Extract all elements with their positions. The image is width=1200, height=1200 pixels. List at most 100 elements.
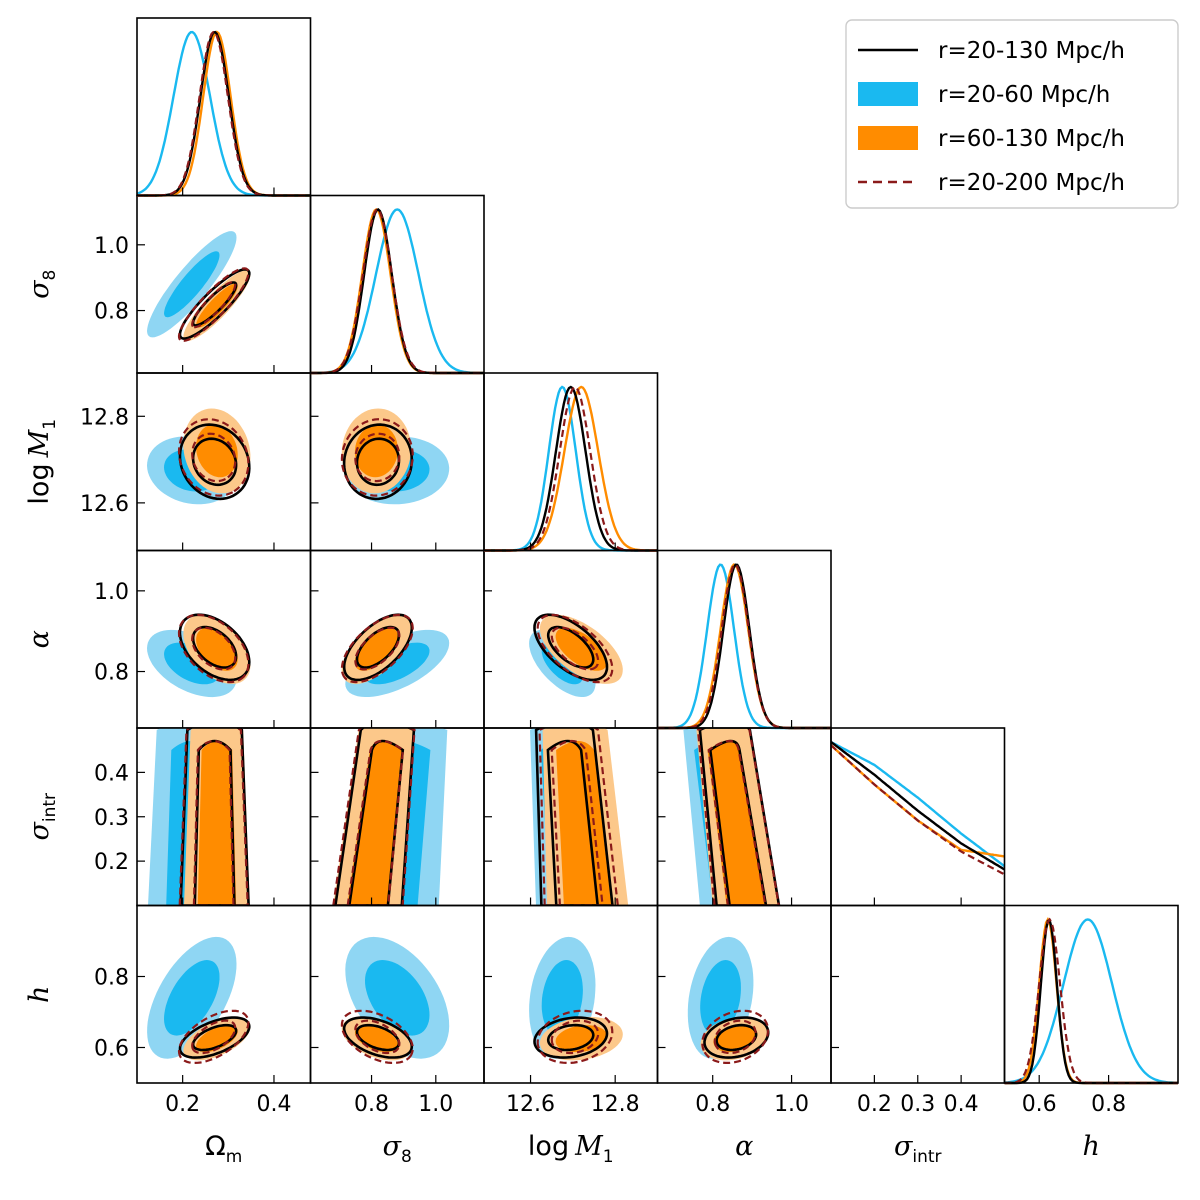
dashed-contour-inner [550,626,600,671]
black-contour-inner [347,739,405,906]
panel-frame [483,372,659,552]
axis-label-h: h [24,986,55,1003]
panel-frame [830,727,1006,907]
panel-frame [656,549,832,729]
y-tick-label: 0.4 [94,761,129,786]
marginal-s8 [309,194,485,375]
blue-contour-inner [365,642,430,685]
panel-frame [830,904,1006,1084]
x-tick-label: 0.6 [1022,1092,1057,1117]
panel-sigintr-vs-h: 0.2 0.3 0.4 [785,904,1006,1117]
x-tick-label: 0.8 [1091,1092,1126,1117]
marginal-curve [1004,918,1178,1084]
marginal-curve [830,740,1006,868]
black-contour-inner [355,625,401,669]
legend-entry: r=20-200 Mpc/h [858,170,1125,196]
contours [332,728,448,906]
x-tick-label: 0.3 [900,1092,935,1117]
dashed-contour-inner [192,739,235,906]
legend-swatch [858,82,918,106]
dashed-contour-outer [177,1009,250,1065]
marginal-h: 0.6 0.8 [1003,904,1179,1117]
dashed-contour-outer [332,728,416,906]
legend-entry: r=60-130 Mpc/h [858,126,1125,152]
contours [340,936,450,1064]
orange-contour-inner [707,741,766,906]
y-tick-label: 0.8 [94,661,129,686]
panel-om-vs-s8: 0.8 1.0 [94,194,312,374]
panel-s8-vs-logM1 [309,372,485,552]
x-tick-label: 0.8 [354,1092,389,1117]
axis-label-om: Ωm [205,1131,242,1167]
dashed-contour-inner [346,739,405,906]
contours [529,613,623,697]
blue-contour-inner [700,960,741,1036]
orange-contour-inner [196,424,238,478]
dashed-contour-inner [354,432,401,483]
marginal-curve [657,563,831,730]
blue-contour-outer [785,937,790,1059]
axis-label-alpha: α [735,1131,753,1162]
dashed-contour-inner [354,1019,401,1055]
orange-contour-outer [785,1017,790,1061]
black-contour-inner [355,1023,401,1052]
orange-contour-inner [713,1025,756,1053]
panel-alpha-vs-h: 0.8 1.0 [656,904,832,1117]
x-tick-label: 1.0 [418,1092,453,1117]
y-tick-label: 12.6 [80,492,129,517]
x-tick-label: 0.2 [165,1092,200,1117]
marginal-curve [310,208,484,375]
legend-label: r=20-130 Mpc/h [938,38,1125,64]
dashed-contour-inner [191,1019,237,1055]
blue-contour-inner [164,251,220,318]
dashed-contour-outer [785,1011,790,1063]
dashed-contour-outer [340,1009,414,1064]
marginal-curve [310,208,484,375]
orange-contour-inner [196,1025,238,1053]
y-tick-label: 0.6 [94,1037,129,1062]
dashed-contour-outer [701,1009,770,1064]
y-tick-label: 12.8 [80,405,129,430]
y-tick-label: 0.8 [94,300,129,325]
marginal-om [136,17,312,197]
legend-label: r=60-130 Mpc/h [938,126,1125,152]
contours [340,613,450,697]
axis-label-sigintr: σintr [894,1131,942,1167]
y-tick-label: 0.3 [94,806,129,831]
contours [147,408,251,505]
panel-om-vs-sigintr: 0.2 0.3 0.4 [94,727,312,907]
y-tick-label: 1.0 [94,234,129,259]
panel-logM1-vs-sigintr [483,727,659,907]
panel-om-vs-logM1: 12.6 12.8 [80,372,312,552]
dashed-contour-inner [354,626,401,671]
axis-label-alpha: α [24,630,55,648]
contours [530,728,629,906]
black-contour-outer [534,728,614,906]
dashed-contour-outer [177,613,250,684]
black-contour-outer [785,1018,790,1058]
y-tick-label: 1.0 [94,580,129,605]
contours [683,728,781,906]
dashed-contour-outer [177,267,250,342]
contours [147,613,251,698]
marginal-curve [484,385,658,552]
legend-label: r=20-200 Mpc/h [938,170,1125,196]
dashed-contour-inner [707,739,767,906]
contours [687,936,770,1064]
contours [148,728,250,906]
dashed-contour-outer [536,1009,614,1064]
orange-contour-inner [196,283,238,328]
contours [340,408,450,505]
legend-label: r=20-60 Mpc/h [938,82,1110,108]
x-tick-label: 12.8 [591,1092,640,1117]
black-contour-inner [546,739,600,906]
dashed-contour-inner [713,1019,757,1055]
orange-contour-inner [555,1025,607,1053]
dashed-contour-outer [340,418,414,497]
blue-contour-inner [786,960,789,1036]
dashed-contour-inner [191,626,237,671]
black-contour-inner [191,1023,238,1052]
axis-label-sigintr: σintr [24,793,60,841]
dashed-contour-outer [178,728,249,906]
axis-label-s8: σ8 [383,1131,412,1167]
